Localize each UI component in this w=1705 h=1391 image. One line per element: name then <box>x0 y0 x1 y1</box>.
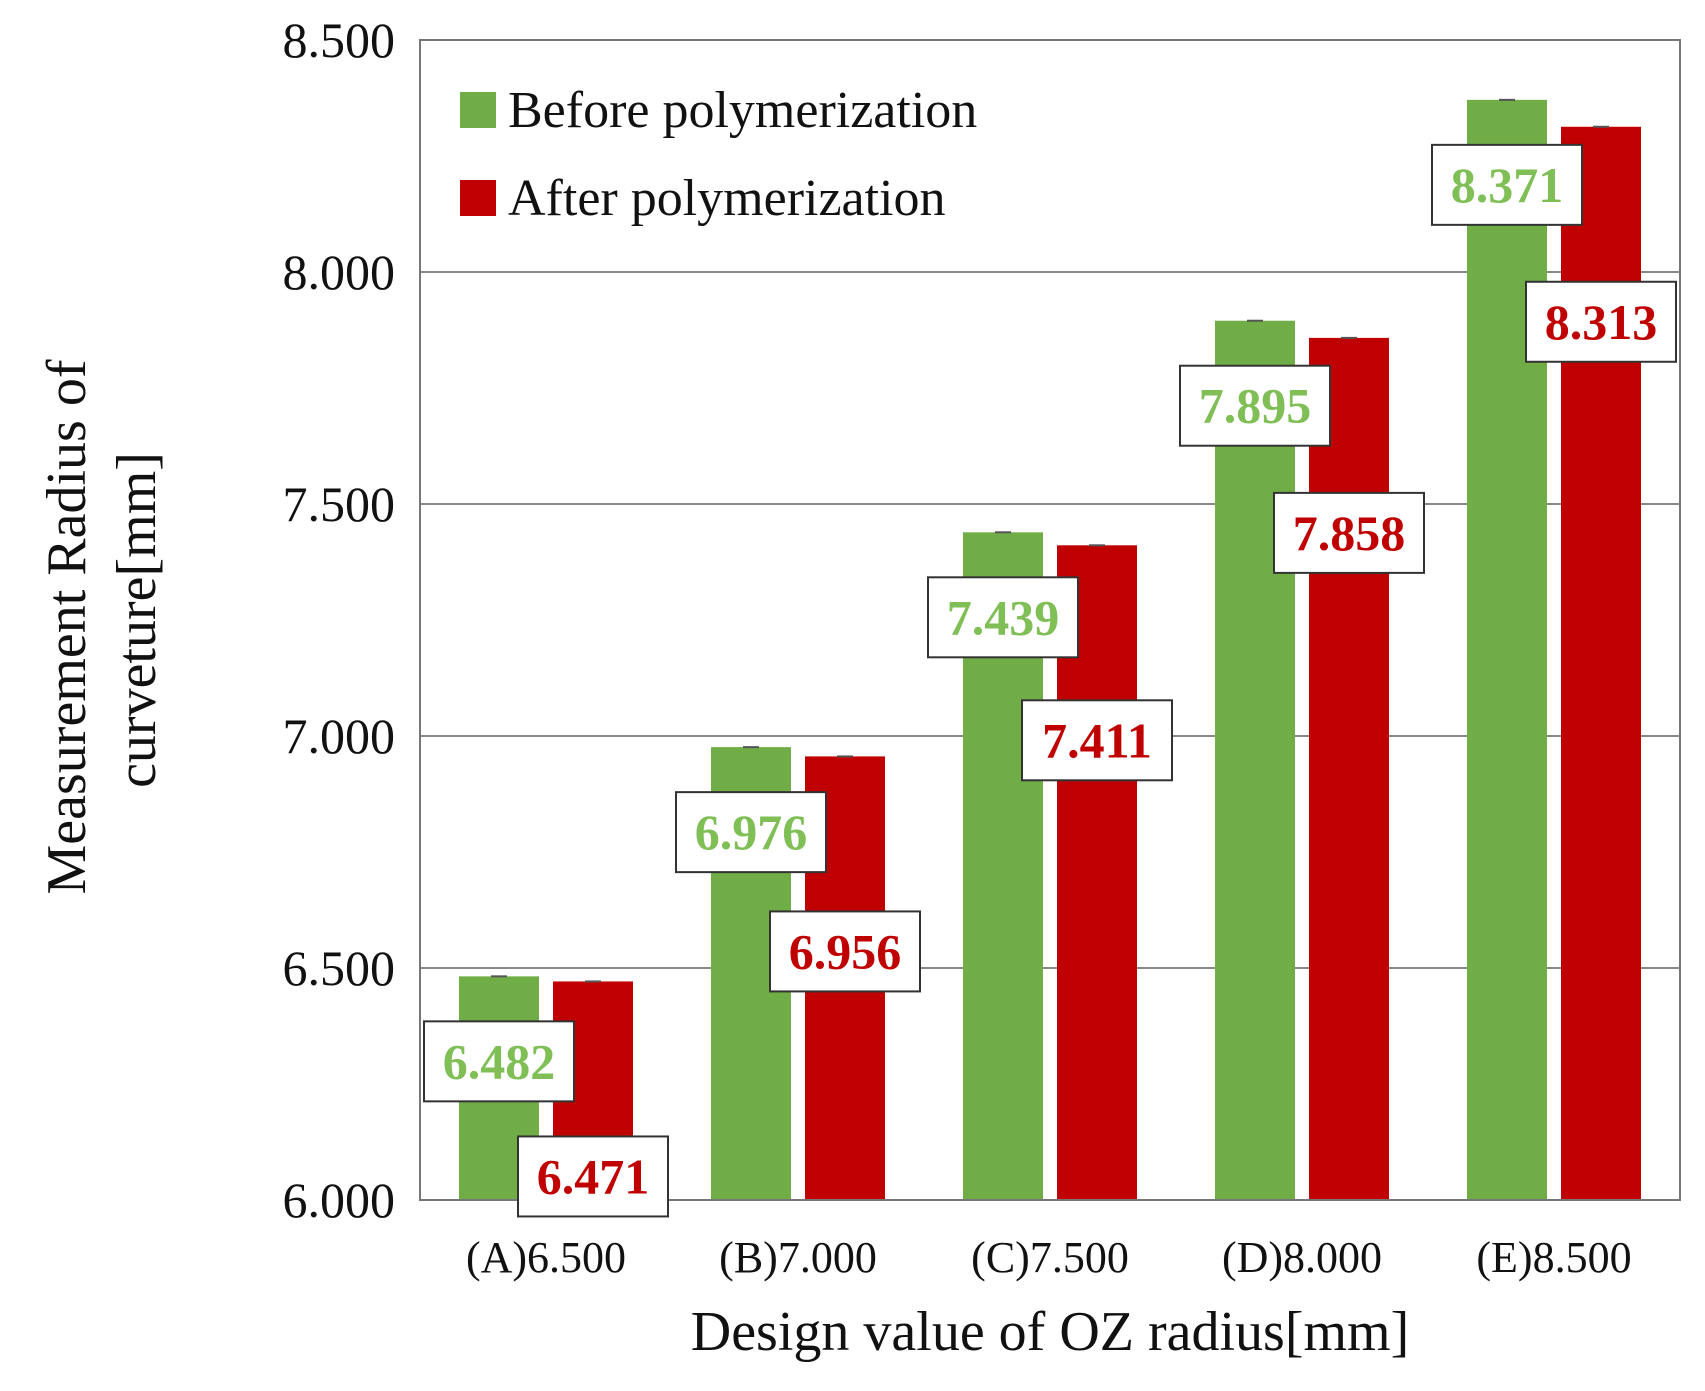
bars <box>459 98 1641 1201</box>
data-labels: 6.482 6.471 6.976 6.956 7.439 7.411 7.895 7.858… <box>423 143 1677 1218</box>
x-category-label: (D)8.000 <box>1222 1233 1382 1282</box>
data-label: 7.439 <box>927 576 1079 659</box>
legend-swatch <box>460 180 496 216</box>
data-label-box <box>927 576 1079 659</box>
y-axis-title-line-2: curveture[mm] <box>106 452 168 788</box>
x-category-label: (B)7.000 <box>719 1233 877 1282</box>
data-label-text: 7.439 <box>947 589 1060 645</box>
data-label-text: 7.858 <box>1293 505 1406 561</box>
y-axis-ticks: 6.000 6.500 7.000 7.500 8.000 8.500 <box>283 12 396 1228</box>
data-label-box <box>1273 491 1425 574</box>
data-label-text: 6.471 <box>537 1148 650 1204</box>
y-tick-label: 8.500 <box>283 12 396 68</box>
legend: Before polymerization After polymerizatio… <box>460 82 977 227</box>
legend-swatch <box>460 92 496 128</box>
data-label: 6.482 <box>423 1020 575 1103</box>
data-label-box <box>1021 699 1173 782</box>
data-label: 7.858 <box>1273 491 1425 574</box>
data-label: 6.956 <box>769 910 921 993</box>
y-tick-label: 6.500 <box>283 940 396 996</box>
legend-label: Before polymerization <box>508 82 977 139</box>
data-label-box <box>769 910 921 993</box>
y-axis-title: Measurement Radius of curveture[mm] <box>36 346 168 895</box>
data-label: 8.371 <box>1431 143 1583 226</box>
data-label: 7.411 <box>1021 699 1173 782</box>
x-category-label: (C)7.500 <box>971 1233 1129 1282</box>
x-category-label: (A)6.500 <box>466 1233 626 1282</box>
data-label-box <box>1525 280 1677 363</box>
legend-item: After polymerization <box>460 170 946 227</box>
bar-before-polymerization <box>1467 99 1547 1201</box>
y-tick-label: 7.500 <box>283 476 396 532</box>
y-tick-label: 8.000 <box>283 244 396 300</box>
data-label-text: 7.411 <box>1042 712 1152 768</box>
bar-before-polymerization <box>1215 320 1295 1201</box>
data-label-box <box>423 1020 575 1103</box>
data-label-text: 6.976 <box>695 804 808 860</box>
data-label-text: 7.895 <box>1199 378 1312 434</box>
data-label-text: 8.313 <box>1545 294 1658 350</box>
x-axis-title: Design value of OZ radius[mm] <box>691 1301 1409 1363</box>
data-label-box <box>1431 143 1583 226</box>
data-label: 6.976 <box>675 791 827 874</box>
legend-item: Before polymerization <box>460 82 977 139</box>
data-label-text: 8.371 <box>1451 157 1564 213</box>
data-label-text: 6.482 <box>443 1033 556 1089</box>
y-tick-label: 6.000 <box>283 1172 396 1228</box>
legend-label: After polymerization <box>508 170 946 227</box>
x-category-label: (E)8.500 <box>1476 1233 1631 1282</box>
plot-area-frame <box>419 39 1681 1201</box>
data-label-box <box>517 1135 669 1218</box>
data-label-box <box>675 791 827 874</box>
x-axis-categories: (A)6.500 (B)7.000 (C)7.500 (D)8.000 (E)8.500 <box>466 1233 1632 1282</box>
data-label: 7.895 <box>1179 364 1331 447</box>
data-label-box <box>1179 364 1331 447</box>
y-axis-title-line-1: Measurement Radius of <box>36 359 98 894</box>
data-label-text: 6.956 <box>789 923 902 979</box>
y-tick-label: 7.000 <box>283 708 396 764</box>
data-label: 8.313 <box>1525 280 1677 363</box>
bar-after-polymerization <box>1309 337 1389 1200</box>
data-label: 6.471 <box>517 1135 669 1218</box>
